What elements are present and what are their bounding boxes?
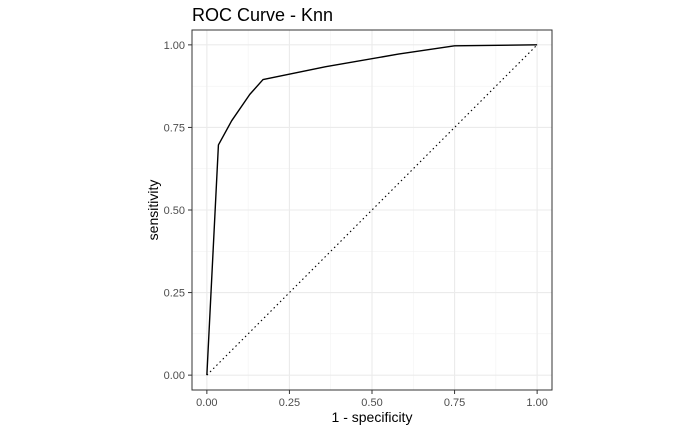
y-tick-label: 0.75 [164,122,185,134]
x-tick-label: 0.75 [444,397,465,409]
diagonal-reference-line [206,44,538,376]
chart-title: ROC Curve - Knn [192,5,333,25]
y-tick-label: 0.25 [164,288,185,300]
roc-curve-layer [206,44,538,376]
x-tick-label: 0.00 [196,397,217,409]
grid-major [192,30,552,390]
diagonal-reference-layer [206,44,538,376]
roc-curve-line [206,44,538,376]
y-tick-label: 1.00 [164,40,185,52]
x-tick-label: 0.50 [361,397,382,409]
y-tick-label: 0.50 [164,205,185,217]
y-axis: 0.00 0.25 0.50 0.75 1.00 [164,40,192,382]
x-axis-title: 1 - specificity [332,409,413,425]
y-tick-label: 0.00 [164,370,185,382]
y-axis-title: sensitivity [145,180,161,241]
x-axis: 0.00 0.25 0.50 0.75 1.00 [196,390,548,409]
x-tick-label: 0.25 [279,397,300,409]
x-tick-label: 1.00 [526,397,547,409]
